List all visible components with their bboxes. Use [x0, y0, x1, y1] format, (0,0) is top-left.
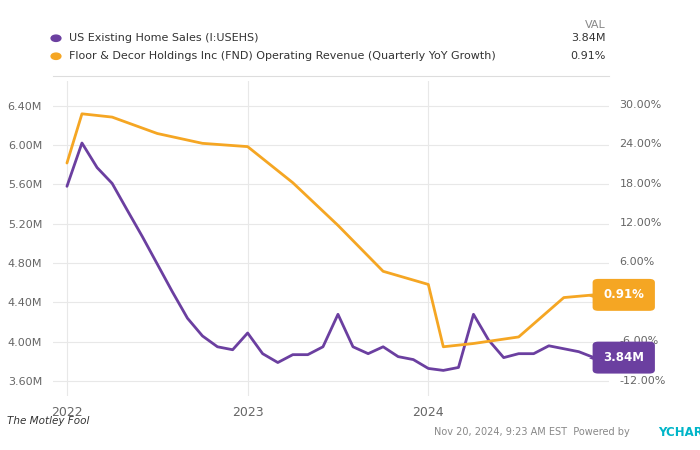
Text: 0.91%: 0.91% — [570, 51, 606, 61]
Text: ◄: ◄ — [589, 290, 596, 300]
Text: 0.91%: 0.91% — [603, 288, 644, 302]
Text: Nov 20, 2024, 9:23 AM EST  Powered by: Nov 20, 2024, 9:23 AM EST Powered by — [434, 427, 633, 437]
Text: 3.84M: 3.84M — [571, 33, 606, 43]
Text: VAL: VAL — [584, 20, 606, 30]
Text: ◄: ◄ — [589, 353, 596, 363]
Text: YCHARTS: YCHARTS — [658, 426, 700, 438]
Text: The Motley Fool: The Motley Fool — [7, 416, 90, 426]
Text: Floor & Decor Holdings Inc (FND) Operating Revenue (Quarterly YoY Growth): Floor & Decor Holdings Inc (FND) Operati… — [69, 51, 496, 61]
Text: 3.84M: 3.84M — [603, 351, 644, 364]
Text: US Existing Home Sales (I:USEHS): US Existing Home Sales (I:USEHS) — [69, 33, 258, 43]
